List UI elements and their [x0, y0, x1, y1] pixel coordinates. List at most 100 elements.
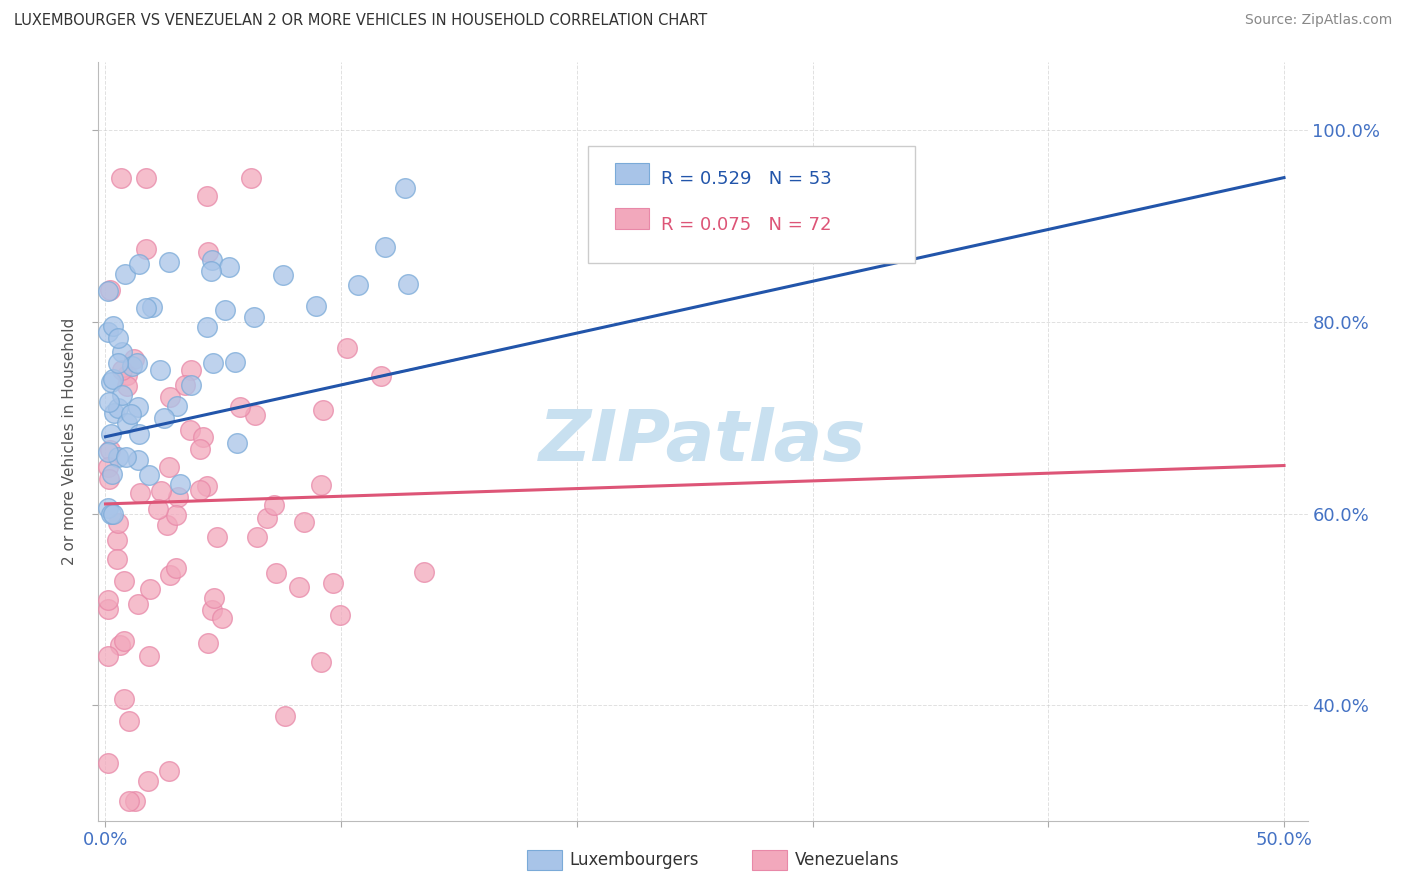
Point: [201, 603, 224, 617]
Point: [115, 450, 138, 464]
Point: [101, 371, 124, 385]
Point: [103, 406, 125, 420]
Point: [179, 423, 201, 437]
Point: [347, 277, 370, 292]
Point: [214, 302, 236, 317]
Point: [197, 245, 219, 260]
Point: [336, 341, 359, 355]
Point: [100, 507, 122, 521]
Point: [153, 411, 176, 425]
Point: [305, 299, 328, 313]
Point: [100, 375, 122, 389]
Text: R = 0.529   N = 53: R = 0.529 N = 53: [661, 170, 831, 188]
Point: [312, 402, 335, 417]
Point: [136, 774, 159, 789]
Point: [114, 268, 136, 282]
Point: [97, 472, 120, 486]
Point: [112, 574, 135, 589]
Point: [141, 300, 163, 314]
Point: [180, 377, 202, 392]
Point: [273, 268, 295, 282]
Bar: [614, 208, 648, 229]
Point: [264, 566, 287, 580]
Point: [309, 655, 332, 669]
Point: [118, 794, 141, 808]
Point: [243, 310, 266, 324]
Point: [173, 377, 195, 392]
Point: [195, 479, 218, 493]
Point: [188, 442, 211, 457]
Point: [103, 507, 125, 521]
Point: [107, 516, 129, 531]
Point: [97, 284, 120, 298]
Point: [156, 518, 179, 533]
Point: [191, 430, 214, 444]
Point: [98, 395, 121, 409]
Bar: [614, 162, 648, 184]
Point: [108, 639, 131, 653]
Point: [211, 611, 233, 625]
Point: [240, 170, 263, 185]
Point: [226, 436, 249, 450]
Point: [288, 581, 311, 595]
Point: [97, 601, 120, 615]
Point: [157, 459, 180, 474]
Point: [135, 170, 157, 185]
Point: [97, 445, 120, 459]
Y-axis label: 2 or more Vehicles in Household: 2 or more Vehicles in Household: [62, 318, 77, 566]
Point: [110, 170, 132, 185]
Point: [97, 648, 120, 663]
Point: [107, 331, 129, 345]
Point: [205, 530, 228, 544]
Point: [97, 460, 120, 475]
Point: [121, 359, 143, 374]
Text: Luxembourgers: Luxembourgers: [569, 851, 699, 869]
Point: [127, 597, 149, 611]
Point: [159, 567, 181, 582]
Point: [195, 189, 218, 203]
Point: [129, 486, 152, 500]
Point: [311, 478, 333, 492]
Point: [127, 356, 149, 370]
Point: [157, 254, 180, 268]
Point: [101, 319, 124, 334]
Point: [112, 634, 135, 648]
Point: [224, 355, 246, 369]
Point: [202, 591, 225, 605]
Text: R = 0.075   N = 72: R = 0.075 N = 72: [661, 216, 831, 234]
Point: [180, 363, 202, 377]
Point: [122, 352, 145, 367]
Point: [149, 363, 172, 377]
FancyBboxPatch shape: [588, 145, 915, 263]
Point: [263, 498, 285, 512]
Point: [188, 483, 211, 498]
Point: [197, 636, 219, 650]
Point: [195, 319, 218, 334]
Point: [128, 257, 150, 271]
Text: Venezuelans: Venezuelans: [794, 851, 898, 869]
Point: [98, 283, 121, 297]
Point: [146, 502, 169, 516]
Point: [166, 399, 188, 413]
Point: [107, 450, 129, 464]
Point: [396, 277, 419, 292]
Point: [200, 264, 222, 278]
Point: [97, 593, 120, 607]
Point: [107, 401, 129, 415]
Point: [394, 181, 416, 195]
Point: [128, 426, 150, 441]
Point: [157, 764, 180, 779]
Point: [322, 575, 344, 590]
Point: [112, 691, 135, 706]
Text: LUXEMBOURGER VS VENEZUELAN 2 OR MORE VEHICLES IN HOUSEHOLD CORRELATION CHART: LUXEMBOURGER VS VENEZUELAN 2 OR MORE VEH…: [14, 13, 707, 29]
Point: [149, 484, 172, 499]
Point: [100, 426, 122, 441]
Point: [138, 467, 160, 482]
Point: [117, 378, 139, 392]
Point: [127, 400, 149, 414]
Point: [274, 708, 297, 723]
Point: [374, 239, 396, 253]
Point: [101, 467, 124, 482]
Point: [127, 453, 149, 467]
Point: [111, 345, 134, 359]
